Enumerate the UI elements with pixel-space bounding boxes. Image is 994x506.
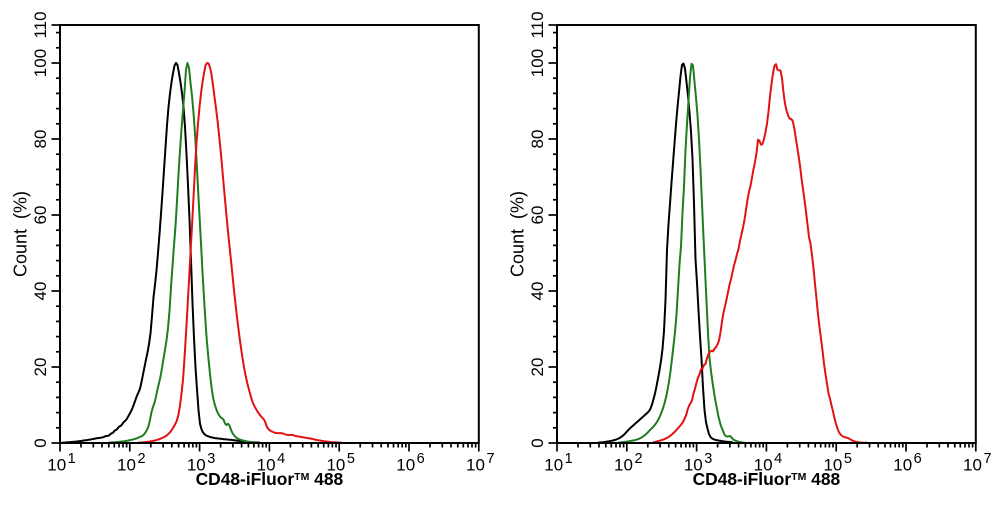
svg-text:Count (%): Count (%) xyxy=(11,191,31,277)
svg-text:100: 100 xyxy=(528,49,547,77)
svg-text:60: 60 xyxy=(528,206,547,225)
svg-text:40: 40 xyxy=(31,282,50,301)
svg-text:40: 40 xyxy=(528,282,547,301)
svg-text:0: 0 xyxy=(31,438,50,447)
svg-text:CD48-iFluorTM 488: CD48-iFluorTM 488 xyxy=(693,469,841,489)
svg-text:60: 60 xyxy=(31,206,50,225)
svg-text:80: 80 xyxy=(31,130,50,149)
svg-text:CD48-iFluorTM 488: CD48-iFluorTM 488 xyxy=(196,469,344,489)
svg-text:20: 20 xyxy=(31,358,50,377)
svg-text:0: 0 xyxy=(528,438,547,447)
svg-text:20: 20 xyxy=(528,358,547,377)
svg-text:110: 110 xyxy=(528,11,547,38)
svg-text:100: 100 xyxy=(31,49,50,77)
svg-text:Count (%): Count (%) xyxy=(508,191,528,277)
svg-text:80: 80 xyxy=(528,130,547,149)
svg-text:110: 110 xyxy=(31,11,50,38)
